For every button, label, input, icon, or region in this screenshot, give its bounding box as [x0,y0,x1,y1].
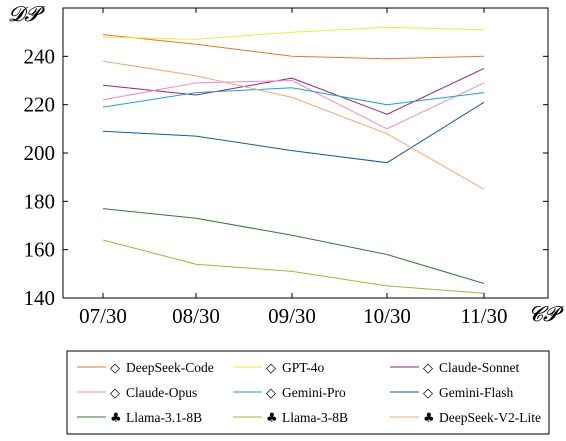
legend-item: ◇ Gemini-Flash [390,385,513,401]
legend-item: ♣ DeepSeek-V2-Lite [390,410,541,426]
club-icon: ♣ [266,411,278,426]
diamond-icon: ◇ [423,361,433,376]
series-line-claude-sonnet [102,67,485,115]
legend-item: ♣ Llama-3-8B [233,410,348,426]
legend-label: Claude-Sonnet [439,360,519,375]
series-line-gpt-4o [102,26,485,40]
legend-label: GPT-4o [282,360,325,375]
series-line-gemini-pro [102,87,485,108]
legend-box [66,350,550,435]
series-line-gemini-flash [102,101,485,164]
series-line-llama-3-8b [102,239,485,294]
series-line-llama-3-1-8b [102,208,485,284]
plot-lines [102,26,485,294]
y-axis-title: 𝓓𝓟 [8,2,45,26]
diamond-icon: ◇ [423,386,433,401]
y-axis: 140 160 180 200 220 240 [24,44,548,310]
plot-frame [62,7,549,299]
legend-item: ◇ Gemini-Pro [233,385,346,401]
club-icon: ♣ [423,411,435,426]
legend-item: ◇ Claude-Opus [77,385,197,401]
y-tick-label: 240 [24,44,56,68]
series-line-deepseek-v2-lite [102,60,485,190]
legend: ◇ DeepSeek-Code ◇ GPT-4o ◇ Claude-Sonnet ◇ Clau… [77,360,541,426]
legend-item: ◇ DeepSeek-Code [77,360,214,376]
legend-label: DeepSeek-V2-Lite [439,410,541,425]
y-tick-label: 140 [24,286,56,310]
y-tick-label: 180 [24,189,56,213]
club-icon: ♣ [110,411,122,426]
series-line-deepseek-code [102,34,485,60]
legend-label: Gemini-Flash [439,385,513,400]
series-line-claude-opus [102,79,485,130]
y-tick-label: 160 [24,238,56,262]
legend-label: Llama-3.1-8B [126,410,202,425]
x-axis: 07/30 08/30 09/30 10/30 11/30 [79,8,508,328]
legend-label: Claude-Opus [126,385,197,400]
y-tick-label: 220 [24,93,56,117]
diamond-icon: ◇ [110,386,120,401]
diamond-icon: ◇ [266,361,276,376]
legend-item: ◇ Claude-Sonnet [390,360,519,376]
x-tick-label: 07/30 [79,304,127,328]
legend-label: DeepSeek-Code [126,360,214,375]
x-tick-label: 10/30 [363,304,411,328]
x-tick-label: 11/30 [460,304,507,328]
legend-item: ◇ GPT-4o [233,360,325,376]
legend-label: Gemini-Pro [282,385,346,400]
diamond-icon: ◇ [110,361,120,376]
x-tick-label: 08/30 [172,304,220,328]
diamond-icon: ◇ [266,386,276,401]
legend-item: ♣ Llama-3.1-8B [77,410,202,426]
legend-label: Llama-3-8B [282,410,348,425]
x-tick-label: 09/30 [268,304,316,328]
y-tick-label: 200 [24,141,56,165]
x-axis-title: 𝓒𝓟 [528,302,564,326]
